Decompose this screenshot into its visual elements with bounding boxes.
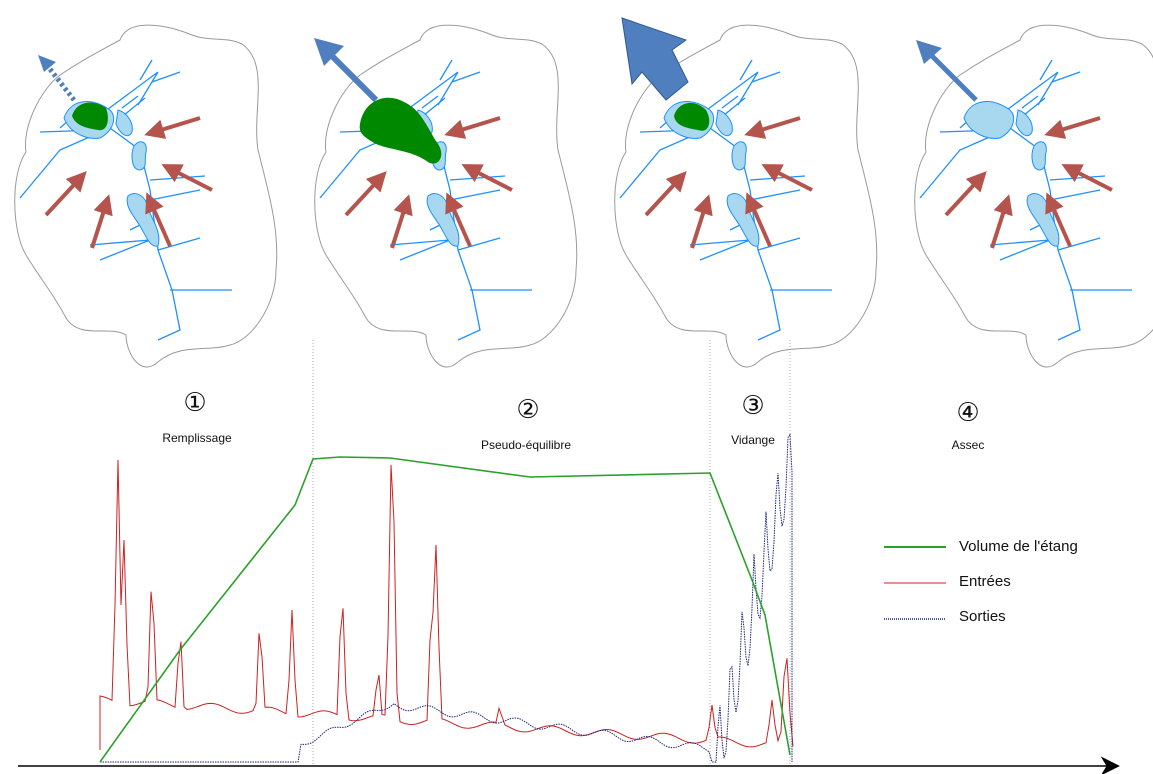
watershed-map-4	[915, 25, 1153, 367]
volume-series	[99, 456, 791, 763]
outflow-arrow-head-icon	[916, 40, 942, 64]
phase-1-label: Remplissage	[162, 431, 232, 445]
phase-1-number: ①	[183, 388, 207, 418]
legend	[884, 546, 946, 620]
outflow-arrow-dotted-icon	[44, 62, 76, 102]
phase-separators	[312, 340, 791, 765]
watershed-map-2	[314, 25, 577, 367]
inflow-series	[99, 459, 794, 750]
pond-small	[72, 102, 108, 131]
phase-3-label: Vidange	[731, 433, 775, 447]
outflow-series	[100, 433, 793, 763]
outflow-arrow-icon	[926, 50, 978, 102]
watershed-map-1	[15, 25, 277, 367]
outflow-arrow-head-icon	[38, 55, 56, 72]
outflow-arrow-icon	[325, 49, 379, 103]
pond-small	[674, 102, 710, 131]
phase-2-number: ②	[516, 395, 540, 425]
phase-3-number: ③	[741, 391, 765, 421]
pond-large	[359, 97, 442, 164]
phase-2-label: Pseudo-équilibre	[480, 438, 572, 452]
watershed-map-3	[615, 17, 877, 367]
phase-4-number: ④	[956, 398, 980, 428]
outflow-arrow-head-icon	[314, 38, 344, 66]
legend-label-volume: Volume de l'étang	[959, 538, 1078, 555]
legend-label-outflow: Sorties	[959, 608, 1006, 625]
phase-4-label: Assec	[951, 438, 985, 452]
outflow-arrow-large-icon	[621, 17, 689, 101]
series-layer	[99, 433, 794, 763]
legend-label-inflow: Entrées	[959, 573, 1011, 590]
